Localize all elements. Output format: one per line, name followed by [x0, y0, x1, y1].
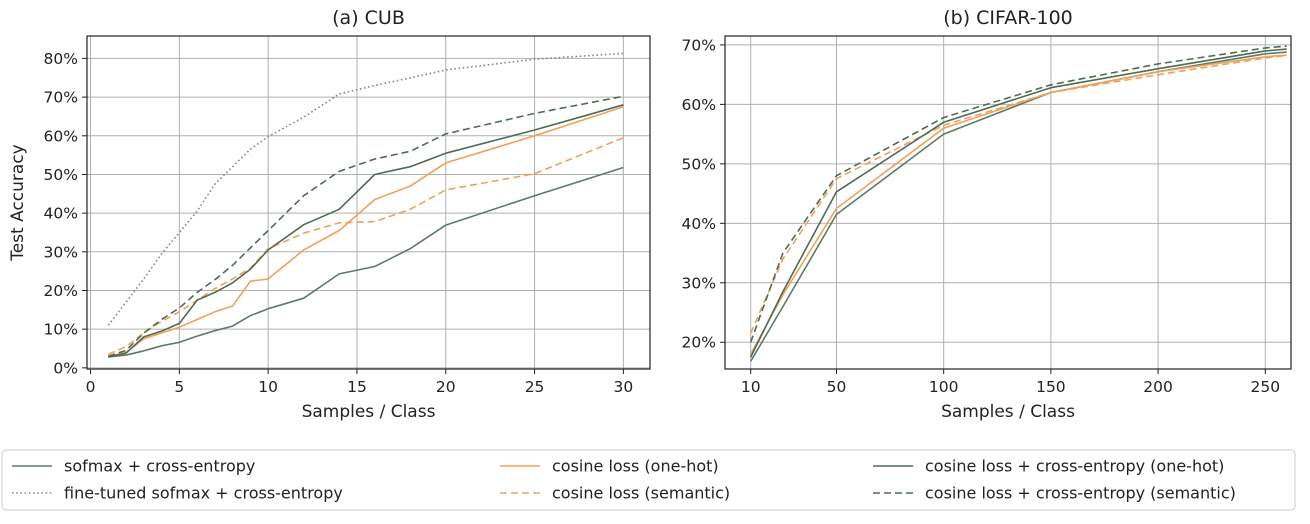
y-tick-label: 30%	[44, 243, 78, 261]
series-line-softmax	[750, 51, 1287, 362]
x-tick-label: 5	[174, 378, 184, 396]
y-tick-label: 60%	[44, 127, 78, 145]
x-tick-label: 150	[1036, 378, 1066, 396]
x-axis-label: Samples / Class	[941, 402, 1075, 422]
x-tick-label: 20	[436, 378, 456, 396]
x-tick-label: 10	[741, 378, 761, 396]
chart-title: (b) CIFAR-100	[943, 7, 1073, 29]
legend-item-cosce_semantic: cosine loss + cross-entropy (semantic)	[873, 484, 1236, 503]
series-line-cos_semantic	[107, 136, 624, 356]
series-line-cosce_semantic	[749, 45, 1287, 343]
series-line-cosce_semantic	[108, 95, 624, 357]
series-line-cos_onehot	[108, 106, 624, 357]
legend-item-finetuned: fine-tuned sofmax + cross-entropy	[12, 484, 343, 503]
y-tick-label: 70%	[682, 36, 716, 54]
series-line-finetuned	[107, 52, 624, 326]
legend: sofmax + cross-entropy cosine loss (one-h…	[1, 449, 1296, 511]
x-axis-label: Samples / Class	[302, 402, 436, 422]
legend-item-cos_onehot: cosine loss (one-hot)	[500, 457, 719, 476]
legend-label: cosine loss + cross-entropy (semantic)	[925, 484, 1236, 503]
legend-label: cosine loss (one-hot)	[552, 457, 719, 476]
x-tick-label: 25	[525, 378, 545, 396]
x-tick-label: 250	[1250, 378, 1280, 396]
series-line-cosce_onehot	[108, 104, 624, 358]
legend-item-softmax: sofmax + cross-entropy	[12, 457, 255, 476]
series-line-cosce_onehot	[749, 48, 1287, 358]
x-tick-label: 50	[827, 378, 847, 396]
y-tick-label: 60%	[682, 96, 716, 114]
legend-item-cosce_onehot: cosine loss + cross-entropy (one-hot)	[873, 457, 1224, 476]
y-tick-label: 50%	[682, 155, 716, 173]
y-tick-label: 50%	[44, 166, 78, 184]
y-tick-label: 0%	[53, 359, 78, 377]
y-tick-label: 80%	[44, 50, 78, 68]
x-tick-label: 15	[347, 378, 367, 396]
chart-panel-0: 0 5 10 15 20 25 30 0% 10% 20% 30% 40% 50% 60% 70% 80% (a…	[8, 7, 651, 422]
legend-label: cosine loss + cross-entropy (one-hot)	[925, 457, 1224, 476]
y-axis-label: Test Accuracy	[8, 144, 28, 262]
y-tick-label: 70%	[44, 89, 78, 107]
series-line-softmax	[108, 166, 624, 358]
legend-item-cos_semantic: cosine loss (semantic)	[500, 484, 730, 503]
legend-label: fine-tuned sofmax + cross-entropy	[64, 484, 343, 503]
chart-panel-1: 10 50 100 150 200 250 20% 30% 40% 50% 60% 70% (b) CI…	[682, 7, 1292, 422]
legend-box	[1, 449, 1296, 511]
series-line-cos_semantic	[749, 54, 1287, 334]
chart-title: (a) CUB	[332, 7, 405, 29]
y-tick-label: 10%	[44, 321, 78, 339]
y-tick-label: 20%	[682, 334, 716, 352]
legend-label: cosine loss (semantic)	[552, 484, 730, 503]
y-tick-label: 20%	[44, 282, 78, 300]
x-tick-label: 0	[86, 378, 96, 396]
x-tick-label: 100	[929, 378, 959, 396]
plot-frame	[86, 35, 651, 370]
x-tick-label: 30	[613, 378, 633, 396]
y-tick-label: 40%	[44, 205, 78, 223]
plot-frame	[724, 35, 1292, 370]
y-tick-label: 40%	[682, 215, 716, 233]
x-tick-label: 200	[1143, 378, 1173, 396]
y-tick-label: 30%	[682, 274, 716, 292]
x-tick-label: 10	[258, 378, 278, 396]
legend-label: sofmax + cross-entropy	[64, 457, 255, 476]
series-line-cos_onehot	[749, 54, 1287, 355]
